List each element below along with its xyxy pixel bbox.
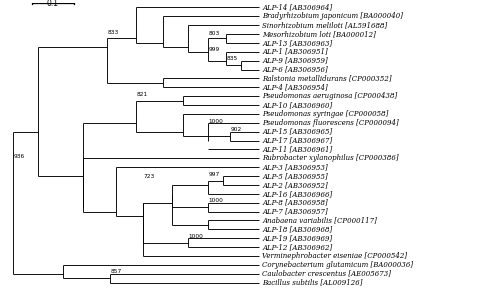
Text: Mesorhizobium loti [BA000012]: Mesorhizobium loti [BA000012] (262, 30, 376, 38)
Text: ALP-15 [AB306965]: ALP-15 [AB306965] (262, 128, 332, 136)
Text: Caulobacter crescentus [AE005673]: Caulobacter crescentus [AE005673] (262, 270, 392, 278)
Text: ALP-6 [AB306956]: ALP-6 [AB306956] (262, 66, 328, 73)
Text: 0.1: 0.1 (47, 0, 59, 8)
Text: Ralstonia metallidurans [CP000352]: Ralstonia metallidurans [CP000352] (262, 75, 392, 82)
Text: ALP-17 [AB306967]: ALP-17 [AB306967] (262, 137, 332, 144)
Text: ALP-9 [AB306959]: ALP-9 [AB306959] (262, 57, 328, 65)
Text: 821: 821 (137, 92, 148, 97)
Text: Pseudomonas syringae [CP000058]: Pseudomonas syringae [CP000058] (262, 110, 389, 118)
Text: 803: 803 (208, 32, 220, 37)
Text: Pseudomonas fluorescens [CP000094]: Pseudomonas fluorescens [CP000094] (262, 119, 399, 127)
Text: Pseudomonas aeruginosa [CP000438]: Pseudomonas aeruginosa [CP000438] (262, 92, 398, 100)
Text: 999: 999 (208, 48, 220, 52)
Text: Anabaena variabilis [CP000117]: Anabaena variabilis [CP000117] (262, 217, 378, 224)
Text: 1000: 1000 (188, 234, 203, 239)
Text: ALP-19 [AB306969]: ALP-19 [AB306969] (262, 234, 332, 242)
Text: Sinorhizobium meliloti [AL591688]: Sinorhizobium meliloti [AL591688] (262, 21, 388, 29)
Text: ALP-10 [AB306960]: ALP-10 [AB306960] (262, 101, 332, 109)
Text: 997: 997 (208, 172, 220, 177)
Text: 1000: 1000 (208, 198, 224, 204)
Text: ALP-8 [AB306958]: ALP-8 [AB306958] (262, 199, 328, 207)
Text: 936: 936 (14, 154, 24, 159)
Text: Bradyrhizobium japonicum [BA000040]: Bradyrhizobium japonicum [BA000040] (262, 12, 404, 20)
Text: 723: 723 (144, 174, 155, 179)
Text: ALP-1 [AB306951]: ALP-1 [AB306951] (262, 48, 328, 56)
Text: ALP-2 [AB306952]: ALP-2 [AB306952] (262, 181, 328, 189)
Text: ALP-11 [AB306961]: ALP-11 [AB306961] (262, 146, 332, 153)
Text: 1000: 1000 (208, 119, 224, 124)
Text: ALP-4 [AB306954]: ALP-4 [AB306954] (262, 83, 328, 91)
Text: ALP-5 [AB306955]: ALP-5 [AB306955] (262, 172, 328, 180)
Text: ALP-7 [AB306957]: ALP-7 [AB306957] (262, 208, 328, 215)
Text: ALP-12 [AB306962]: ALP-12 [AB306962] (262, 243, 332, 251)
Text: ALP-13 [AB306963]: ALP-13 [AB306963] (262, 39, 332, 47)
Text: Rubrobacter xylanophilus [CP000386]: Rubrobacter xylanophilus [CP000386] (262, 154, 399, 162)
Text: Bacillus subtilis [AL009126]: Bacillus subtilis [AL009126] (262, 279, 363, 287)
Text: ALP-16 [AB306966]: ALP-16 [AB306966] (262, 190, 332, 198)
Text: 857: 857 (110, 269, 122, 273)
Text: Corynebacterium glutamicum [BA000036]: Corynebacterium glutamicum [BA000036] (262, 261, 414, 269)
Text: ALP-14 [AB306964]: ALP-14 [AB306964] (262, 3, 332, 11)
Text: 902: 902 (230, 127, 241, 133)
Text: ALP-18 [AB306968]: ALP-18 [AB306968] (262, 225, 332, 233)
Text: 835: 835 (226, 56, 237, 61)
Text: Verminephrobacter eiseniae [CP000542]: Verminephrobacter eiseniae [CP000542] (262, 252, 408, 260)
Text: ALP-3 [AB306953]: ALP-3 [AB306953] (262, 163, 328, 171)
Text: 833: 833 (108, 30, 118, 35)
